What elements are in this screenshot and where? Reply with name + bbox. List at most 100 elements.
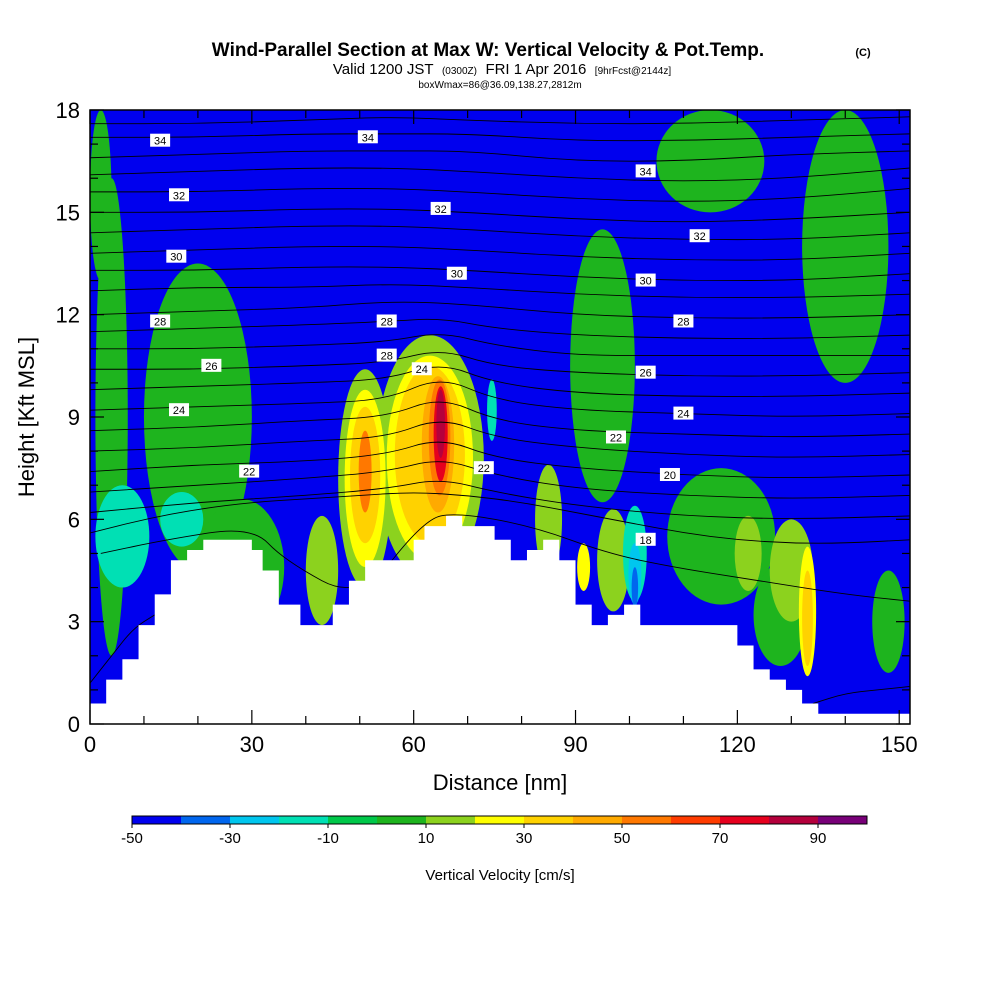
x-tick-label: 60 [401,732,425,757]
theta-label-box [605,430,626,444]
isentrope-line [90,480,910,519]
theta-label: 30 [446,266,467,281]
theta-label: 22 [239,464,260,479]
isentrope-line [90,225,910,241]
theta-label-text: 22 [478,463,490,475]
theta-label-box [411,362,432,376]
copyright-mark: (C) [855,47,871,59]
colorbar-swatch [230,816,279,824]
isentrope-line [90,614,155,684]
theta-label: 24 [411,362,432,376]
chart-title: Wind-Parallel Section at Max W: Vertical… [212,40,764,61]
theta-label-box [659,467,680,481]
velocity-region [487,379,497,441]
colorbar-swatch [818,816,867,824]
velocity-regions [90,110,905,677]
isentrope-line [90,188,910,202]
colorbar-swatch [132,816,181,824]
colorbar-swatch [524,816,573,824]
velocity-region [734,515,762,591]
velocity-region [95,485,150,588]
theta-label: 28 [376,348,397,363]
theta-label-text: 32 [693,231,705,243]
y-axis-label: Height [Kft MSL] [14,337,39,497]
theta-label: 34 [150,133,171,148]
theta-label: 32 [169,188,190,202]
theta-label-text: 28 [381,351,393,363]
velocity-region [436,389,445,458]
theta-label-text: 20 [664,470,676,482]
isentrope-line [90,116,910,125]
theta-label-box [430,201,451,215]
theta-label-text: 22 [610,432,622,444]
x-tick-label: 30 [240,732,264,757]
isentrope-line [90,318,910,339]
colorbar-tick-label: 90 [810,830,827,847]
colorbar-swatch [622,816,671,824]
theta-label: 22 [605,430,626,444]
theta-label-box [169,403,190,417]
theta-label-text: 24 [677,409,689,421]
x-axis-ticks: 0 30 60 90 120 150 [84,110,918,757]
valid-time-line: Valid 1200 JST (0300Z) FRI 1 Apr 2016 [9… [333,61,671,78]
theta-label-text: 34 [640,166,652,178]
theta-label-text: 30 [640,276,652,288]
theta-label: 28 [376,314,397,328]
theta-label-box [150,314,171,328]
theta-label-text: 28 [677,316,689,328]
theta-label-text: 34 [362,132,374,144]
colorbar-swatch [328,816,377,824]
colorbar-tick-label: -50 [121,830,143,847]
theta-label-box [239,464,260,478]
theta-label-box [635,164,656,178]
colorbar-tick-label: -10 [317,830,339,847]
valid-prefix: Valid 1200 JST [333,61,434,78]
theta-label-box [473,461,494,475]
theta-label-box [169,188,190,202]
colorbar-swatch [769,816,818,824]
theta-label: 26 [201,358,222,373]
isentrope-line [90,381,910,417]
x-axis-label: Distance [nm] [433,770,568,795]
isentrope-line [100,514,910,602]
isentrope-line [90,150,910,162]
isentrope-line [90,461,910,499]
colorbar-swatch [671,816,720,824]
terrain [90,515,910,724]
theta-label: 34 [635,164,656,178]
plot-area: 34 34 34 32 32 32 30 30 30 28 28 28 28 26 26 24 24 24 22 22… [90,110,910,724]
theta-label-text: 28 [381,316,393,328]
isentrope-line [90,366,910,397]
theta-label-box [357,130,378,144]
theta-label: 18 [635,532,656,547]
y-tick-label: 6 [68,507,80,532]
velocity-region [305,515,339,626]
colorbar-swatch [475,816,524,824]
velocity-region [570,229,635,503]
velocity-region [143,263,252,571]
theta-labels: 34 34 34 32 32 32 30 30 30 28 28 28 28 26 26 24 24 24 22 22… [150,130,710,547]
theta-label: 34 [357,130,378,144]
box-info: boxWmax=86@36.09,138.27,2812m [418,80,581,91]
x-tick-label: 150 [881,732,918,757]
velocity-region [656,110,765,213]
isentrope-line [90,441,910,478]
colorbar-swatch [181,816,230,824]
theta-label-box [376,314,397,328]
velocity-region [577,543,591,591]
theta-label-text: 28 [154,316,166,328]
theta-label-box [446,266,467,280]
colorbar-tick-label: 70 [712,830,729,847]
theta-label-box [673,406,694,420]
colorbar-swatch [573,816,622,824]
colorbar-tick-label: -30 [219,830,241,847]
x-tick-label: 120 [719,732,756,757]
theta-label-box [376,348,397,362]
colorbar-tick-label: 30 [516,830,533,847]
theta-label-box [201,358,222,372]
isentrope-line [90,421,910,458]
theta-label: 28 [673,314,694,328]
isentrope-line [90,401,910,438]
theta-label: 32 [430,201,451,216]
